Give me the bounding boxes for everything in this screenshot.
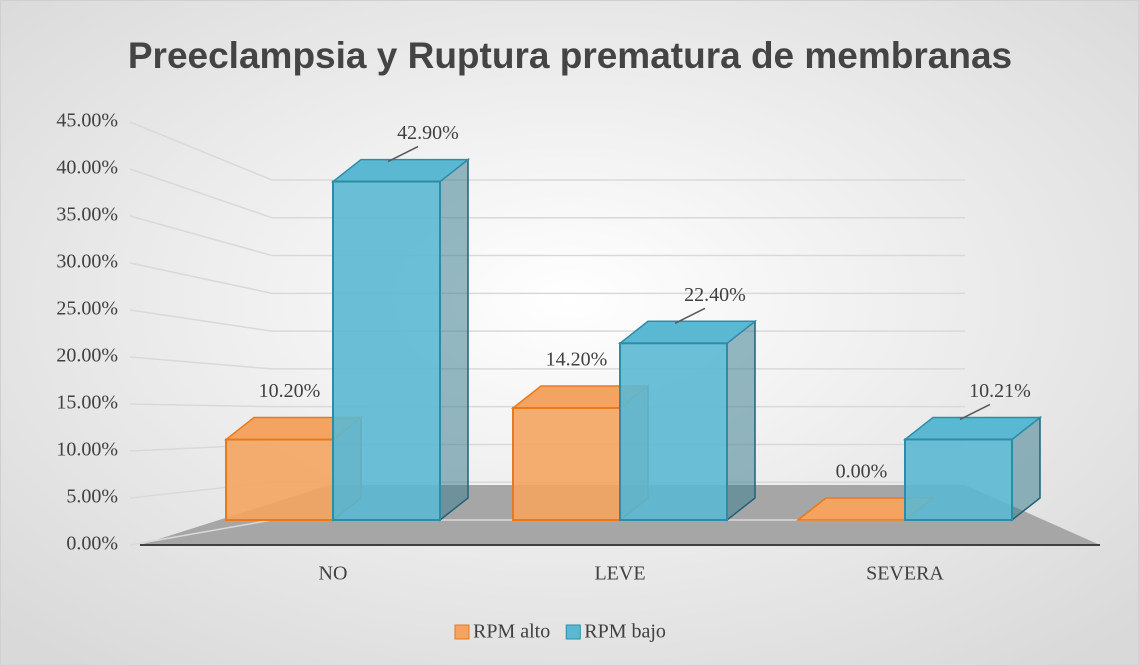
- bar: [512, 406, 621, 522]
- y-tick-label: 45.00%: [56, 110, 118, 132]
- y-tick-label: 30.00%: [56, 251, 118, 273]
- x-tick-label: LEVE: [594, 563, 645, 585]
- data-label: 14.20%: [546, 349, 608, 371]
- bar: [332, 180, 441, 521]
- leader-line: [674, 307, 706, 324]
- x-tick-label: SEVERA: [866, 563, 944, 585]
- y-tick-label: 5.00%: [66, 486, 118, 508]
- grid-line: [129, 121, 965, 181]
- legend-swatch: [565, 624, 581, 640]
- bar: [619, 342, 728, 521]
- grid-line: [129, 168, 965, 219]
- y-tick-label: 40.00%: [56, 157, 118, 179]
- leader-line: [387, 145, 419, 163]
- leader-line: [959, 403, 991, 421]
- data-label: 10.20%: [259, 380, 321, 402]
- grid-line: [129, 262, 965, 295]
- y-tick-label: 15.00%: [56, 392, 118, 414]
- data-label: 42.90%: [397, 122, 459, 144]
- y-tick-label: 25.00%: [56, 298, 118, 320]
- bar: [904, 438, 1013, 521]
- y-tick-label: 0.00%: [66, 533, 118, 555]
- legend-swatch: [454, 624, 470, 640]
- y-tick-label: 20.00%: [56, 345, 118, 367]
- bar-side: [439, 158, 469, 522]
- legend-label: RPM alto: [473, 621, 550, 643]
- data-label: 10.21%: [969, 380, 1031, 402]
- y-tick-label: 10.00%: [56, 439, 118, 461]
- x-tick-label: NO: [319, 563, 348, 585]
- bar: [225, 438, 334, 521]
- bar-side: [726, 319, 756, 522]
- data-label: 0.00%: [836, 461, 888, 483]
- grid-line: [129, 215, 965, 257]
- data-label: 22.40%: [684, 284, 746, 306]
- y-tick-label: 35.00%: [56, 204, 118, 226]
- chart-title: Preeclampsia y Ruptura prematura de memb…: [128, 35, 1012, 76]
- legend-label: RPM bajo: [584, 621, 666, 643]
